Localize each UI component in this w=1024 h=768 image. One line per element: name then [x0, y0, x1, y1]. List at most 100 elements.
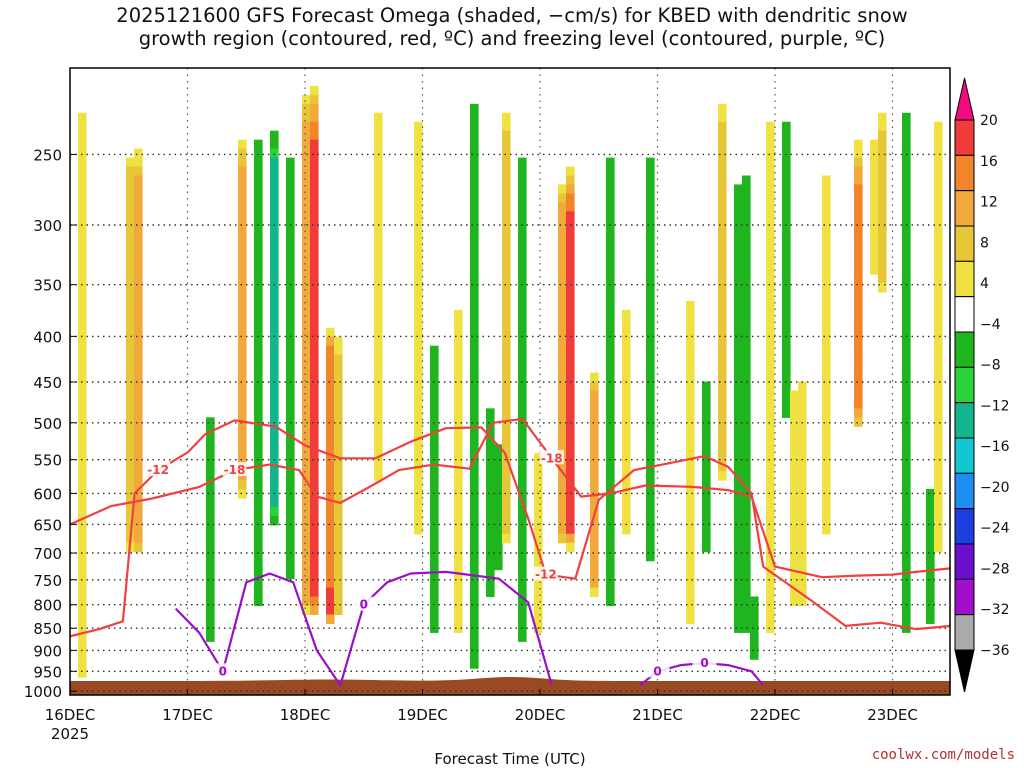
omega-cell — [790, 408, 799, 418]
omega-cell — [902, 238, 911, 248]
omega-cell — [766, 444, 775, 454]
omega-cell — [870, 229, 879, 239]
colorbar-label: −24 — [980, 521, 1010, 537]
omega-cell — [334, 587, 343, 598]
omega-cell — [286, 202, 295, 212]
omega-cell — [742, 238, 751, 248]
omega-cell — [126, 435, 135, 445]
omega-cell — [790, 515, 799, 526]
omega-cell — [702, 399, 711, 409]
omega-cell — [606, 309, 615, 320]
omega-cell — [854, 318, 863, 329]
omega-cell — [534, 506, 543, 517]
omega-cell — [718, 148, 727, 159]
omega-cell — [78, 515, 87, 526]
omega-cell — [518, 435, 527, 445]
omega-cell — [310, 193, 319, 203]
omega-cell — [470, 211, 479, 221]
omega-cell — [734, 247, 743, 257]
omega-cell — [606, 166, 615, 177]
omega-cell — [494, 497, 503, 508]
omega-cell — [934, 327, 943, 338]
omega-cell — [718, 202, 727, 212]
contour-label: 0 — [360, 598, 368, 612]
omega-cell — [238, 327, 247, 338]
omega-cell — [878, 157, 887, 168]
omega-cell — [790, 435, 799, 445]
omega-cell — [686, 488, 695, 499]
omega-cell — [374, 282, 383, 293]
omega-cell — [566, 211, 575, 221]
omega-cell — [414, 247, 423, 257]
omega-cell — [486, 471, 495, 481]
omega-cell — [126, 345, 135, 356]
omega-cell — [78, 596, 87, 607]
omega-cell — [414, 265, 423, 275]
omega-cell — [534, 578, 543, 589]
omega-cell — [934, 506, 943, 517]
omega-cell — [782, 193, 791, 203]
omega-cell — [78, 524, 87, 535]
omega-cell — [606, 175, 615, 186]
omega-cell — [766, 202, 775, 212]
omega-cell — [646, 157, 655, 168]
omega-cell — [302, 184, 311, 194]
omega-cell — [374, 139, 383, 150]
omega-cell — [734, 444, 743, 454]
omega-cell — [134, 300, 143, 311]
omega-cell — [822, 524, 831, 535]
omega-cell — [134, 542, 143, 553]
omega-cell — [566, 426, 575, 436]
omega-cell — [934, 193, 943, 203]
omega-cell — [302, 363, 311, 374]
omega-cell — [534, 497, 543, 508]
omega-cell — [286, 408, 295, 418]
omega-cell — [646, 166, 655, 177]
omega-cell — [374, 112, 383, 123]
omega-cell — [878, 148, 887, 159]
omega-cell — [766, 614, 775, 624]
colorbar-segment — [954, 508, 975, 545]
omega-cell — [606, 202, 615, 212]
omega-cell — [254, 238, 263, 248]
omega-cell — [782, 175, 791, 186]
omega-cell — [302, 587, 311, 598]
omega-cell — [470, 220, 479, 230]
omega-cell — [854, 354, 863, 365]
omega-cell — [470, 274, 479, 284]
contour-label-bg — [692, 655, 717, 670]
omega-cell — [742, 524, 751, 535]
omega-cell — [470, 318, 479, 329]
omega-cell — [790, 533, 799, 544]
omega-cell — [646, 381, 655, 392]
omega-cell — [502, 408, 511, 418]
omega-cell — [502, 354, 511, 365]
omega-cell — [78, 605, 87, 615]
omega-cell — [734, 471, 743, 481]
omega-cell — [646, 175, 655, 186]
omega-cell — [414, 515, 423, 526]
omega-cell — [302, 453, 311, 463]
omega-cell — [254, 515, 263, 526]
omega-cell — [254, 193, 263, 203]
omega-cell — [286, 542, 295, 553]
omega-cell — [566, 381, 575, 392]
omega-cell — [742, 390, 751, 401]
omega-cell — [302, 605, 311, 615]
omega-cell — [310, 220, 319, 230]
omega-cell — [302, 542, 311, 553]
omega-cell — [742, 587, 751, 598]
omega-cell — [374, 363, 383, 374]
omega-cell — [134, 148, 143, 159]
omega-cell — [734, 381, 743, 392]
contour-line — [70, 419, 950, 638]
omega-cell — [646, 444, 655, 454]
omega-cell — [518, 542, 527, 553]
omega-cell — [302, 300, 311, 311]
omega-cell — [470, 497, 479, 508]
omega-cell — [126, 363, 135, 374]
omega-cell — [606, 247, 615, 257]
omega-cell — [766, 327, 775, 338]
omega-cell — [374, 157, 383, 168]
omega-cell — [782, 282, 791, 293]
